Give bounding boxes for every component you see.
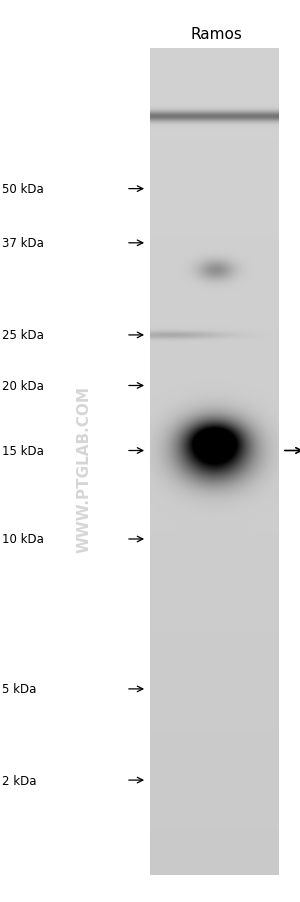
Text: 20 kDa: 20 kDa: [2, 380, 43, 392]
Text: 15 kDa: 15 kDa: [2, 445, 43, 457]
Text: WWW.PTGLAB.COM: WWW.PTGLAB.COM: [76, 386, 92, 552]
Text: Ramos: Ramos: [190, 27, 242, 41]
Text: 5 kDa: 5 kDa: [2, 683, 36, 695]
Text: 2 kDa: 2 kDa: [2, 774, 36, 787]
Text: 37 kDa: 37 kDa: [2, 237, 43, 250]
Text: 10 kDa: 10 kDa: [2, 533, 43, 546]
Text: 25 kDa: 25 kDa: [2, 329, 43, 342]
Text: 50 kDa: 50 kDa: [2, 183, 43, 196]
